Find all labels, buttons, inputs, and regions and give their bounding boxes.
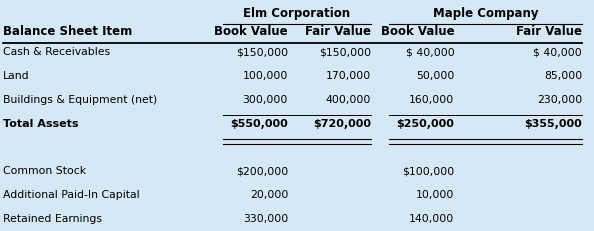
Text: 140,000: 140,000 [409,214,454,224]
Text: Common Stock: Common Stock [3,166,86,176]
Text: $100,000: $100,000 [402,166,454,176]
Text: 160,000: 160,000 [409,95,454,105]
Text: $720,000: $720,000 [313,119,371,129]
Text: 100,000: 100,000 [243,71,288,81]
Text: Maple Company: Maple Company [433,7,538,20]
Text: Fair Value: Fair Value [305,25,371,39]
Text: Land: Land [3,71,30,81]
Text: Retained Earnings: Retained Earnings [3,214,102,224]
Text: Book Value: Book Value [381,25,454,39]
Text: 230,000: 230,000 [537,95,582,105]
Text: $ 40,000: $ 40,000 [406,47,454,57]
Text: 170,000: 170,000 [326,71,371,81]
Text: 85,000: 85,000 [544,71,582,81]
Text: $200,000: $200,000 [236,166,288,176]
Text: 20,000: 20,000 [249,190,288,200]
Text: Book Value: Book Value [214,25,288,39]
Text: $150,000: $150,000 [319,47,371,57]
Text: 10,000: 10,000 [416,190,454,200]
Text: 300,000: 300,000 [243,95,288,105]
Text: $250,000: $250,000 [397,119,454,129]
Text: Additional Paid-In Capital: Additional Paid-In Capital [3,190,140,200]
Text: 330,000: 330,000 [243,214,288,224]
Text: Balance Sheet Item: Balance Sheet Item [3,25,132,39]
Text: $355,000: $355,000 [525,119,582,129]
Text: Total Assets: Total Assets [3,119,78,129]
Text: $550,000: $550,000 [230,119,288,129]
Text: 50,000: 50,000 [416,71,454,81]
Text: 400,000: 400,000 [326,95,371,105]
Text: $ 40,000: $ 40,000 [533,47,582,57]
Text: $150,000: $150,000 [236,47,288,57]
Text: Fair Value: Fair Value [516,25,582,39]
Text: Buildings & Equipment (net): Buildings & Equipment (net) [3,95,157,105]
Text: Elm Corporation: Elm Corporation [244,7,350,20]
Text: Cash & Receivables: Cash & Receivables [3,47,110,57]
